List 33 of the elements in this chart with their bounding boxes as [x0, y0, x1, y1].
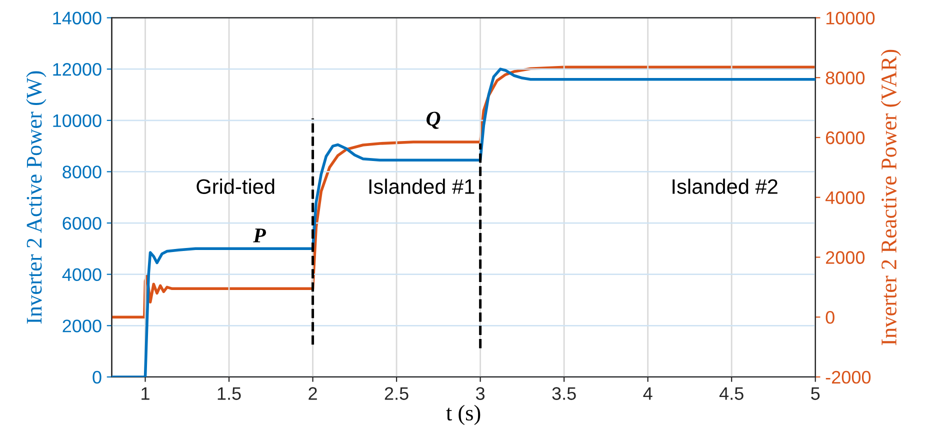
y2-tick-label: 8000 [826, 72, 865, 84]
x-tick-label: 1.5 [218, 387, 241, 400]
y2-tick-label: 6000 [826, 131, 865, 144]
y2-tick-label: 2000 [826, 251, 865, 264]
y2-tick-label: 0 [826, 311, 834, 324]
y-tick-label: 2000 [62, 320, 102, 332]
x-tick-label: 4.5 [719, 387, 744, 400]
x-tick-label: 2.5 [384, 387, 408, 400]
x-tick-label: 3.5 [552, 387, 576, 400]
annotation: Grid-tied [196, 178, 274, 194]
series-label: P [253, 228, 266, 242]
x-tick-label: 2 [308, 387, 317, 400]
y-tick-label: 8000 [62, 166, 102, 178]
y-tick-label: 14000 [53, 12, 102, 24]
x-tick-label: 4 [643, 387, 652, 400]
y-tick-label: 0 [92, 370, 102, 384]
x-axis-title: t (s) [446, 404, 480, 426]
x-tick-label: 3 [476, 387, 485, 400]
x-tick-label: 1 [142, 387, 150, 400]
y-tick-label: 6000 [62, 216, 102, 230]
y-axis-title: Inverter 2 Active Power (W) [26, 71, 46, 324]
y-tick-label: 12000 [53, 63, 102, 76]
y2-axis-title: Inverter 2 Reactive Power (VAR) [880, 50, 901, 346]
annotation: Islanded #2 [672, 178, 778, 194]
y2-tick-label: -2000 [826, 370, 871, 384]
x-tick-label: 5 [811, 387, 820, 400]
series-label: Q [426, 112, 440, 129]
y-tick-label: 10000 [53, 114, 102, 128]
annotation: Islanded #1 [369, 178, 474, 194]
y2-tick-label: 10000 [826, 12, 875, 24]
y2-tick-label: 4000 [826, 191, 865, 204]
line-series [112, 66, 816, 318]
y-tick-label: 4000 [62, 268, 102, 282]
